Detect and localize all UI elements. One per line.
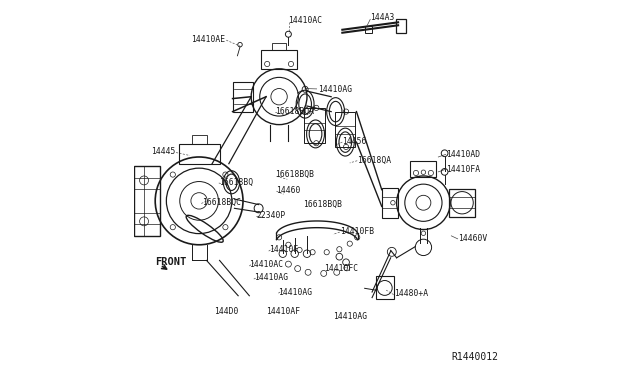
Text: 144D0: 144D0 [214, 307, 238, 316]
Bar [232, 82, 253, 112]
Text: 16618BQ: 16618BQ [220, 178, 253, 187]
Bar [134, 166, 160, 236]
Bar [335, 112, 355, 147]
Bar [261, 50, 297, 69]
Text: 16618QA: 16618QA [357, 155, 391, 164]
Bar [273, 43, 286, 50]
Text: R1440012: R1440012 [452, 352, 499, 362]
Bar [396, 19, 406, 33]
Text: 14410F: 14410F [269, 246, 298, 254]
Text: 16618BQB: 16618BQB [275, 170, 314, 179]
Text: 14410AF: 14410AF [266, 307, 300, 316]
Text: 14480+A: 14480+A [394, 289, 428, 298]
Text: 14410FB: 14410FB [340, 227, 374, 236]
Bar [376, 276, 394, 299]
Text: 14410FA: 14410FA [447, 165, 481, 174]
Text: 14460: 14460 [276, 186, 301, 195]
Bar [305, 108, 325, 143]
Bar [410, 161, 436, 177]
Text: 14410AC: 14410AC [289, 16, 323, 25]
Text: 14460V: 14460V [458, 234, 488, 243]
Bar [179, 144, 220, 164]
Text: 14456: 14456 [342, 137, 367, 146]
Text: 16618BQC: 16618BQC [202, 198, 241, 207]
Text: 14410FC: 14410FC [324, 264, 358, 273]
Bar [191, 135, 207, 144]
Text: 14410AG: 14410AG [318, 85, 352, 94]
Text: 16618BQB: 16618BQB [303, 200, 342, 209]
Text: 14445: 14445 [151, 147, 175, 156]
Bar [449, 189, 476, 217]
Text: 14410AD: 14410AD [447, 150, 481, 159]
Bar [365, 26, 372, 33]
Text: 22340P: 22340P [257, 211, 286, 220]
Text: 144A3: 144A3 [370, 13, 395, 22]
Bar [381, 188, 399, 218]
Text: 14410AG: 14410AG [333, 312, 367, 321]
Text: 14410AC: 14410AC [250, 260, 284, 269]
Text: FRONT: FRONT [156, 257, 187, 267]
Text: 14410AE: 14410AE [191, 35, 225, 44]
Text: 14410AG: 14410AG [278, 288, 312, 296]
Text: 16618BQA: 16618BQA [275, 107, 314, 116]
Text: 14410AG: 14410AG [254, 273, 288, 282]
